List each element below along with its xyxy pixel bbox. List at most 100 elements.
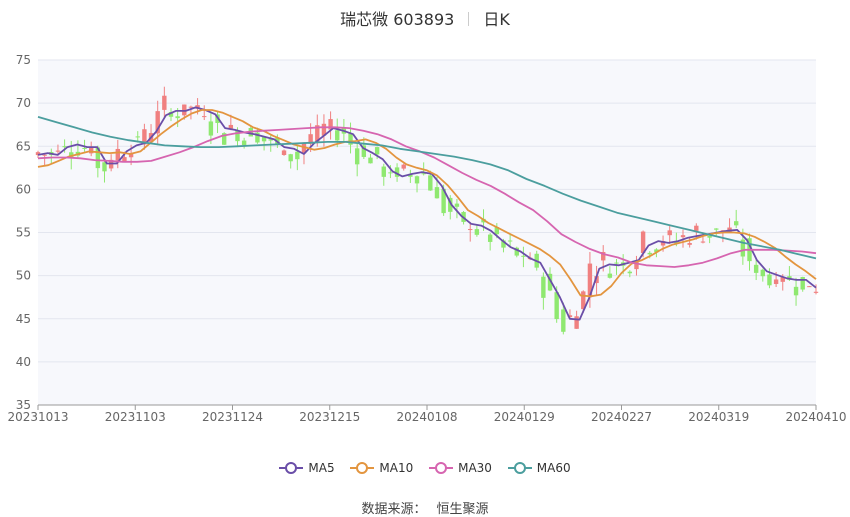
candle-body — [368, 157, 373, 164]
x-tick-label: 20231103 — [105, 410, 166, 424]
candle-body — [680, 235, 686, 238]
candle-body — [601, 251, 606, 261]
candle-body — [128, 152, 134, 158]
candle-body — [208, 121, 214, 136]
x-tick-label: 20240319 — [688, 410, 749, 424]
legend-item-ma10[interactable]: MA10 — [350, 461, 413, 475]
title-separator — [468, 12, 470, 26]
candle-body — [714, 228, 719, 230]
candle-body — [135, 136, 140, 138]
candle-body — [614, 262, 619, 264]
candle-body — [62, 146, 67, 148]
candle-body — [667, 230, 672, 236]
candle-body — [162, 95, 167, 110]
candle-body — [301, 143, 307, 154]
legend-item-ma30[interactable]: MA30 — [429, 461, 492, 475]
candle-body — [607, 273, 613, 278]
candle-body — [654, 249, 659, 253]
candle-body — [421, 173, 426, 175]
y-tick-label: 65 — [16, 139, 31, 153]
candle-body — [394, 167, 400, 177]
candle-body — [594, 276, 599, 284]
candle-body — [700, 241, 706, 243]
x-tick-label: 20240227 — [591, 410, 652, 424]
candle-body — [381, 166, 386, 177]
legend-marker-ma60 — [507, 462, 532, 474]
candle-body — [547, 273, 553, 291]
candle-body — [388, 172, 393, 174]
candle-body — [541, 276, 546, 298]
candle-body — [554, 292, 559, 320]
candle-body — [674, 242, 679, 244]
legend: MA5 MA10 MA30 MA60 — [0, 458, 850, 475]
candle-body — [507, 240, 513, 242]
source-label: 数据来源： — [361, 502, 427, 517]
candle-body — [155, 111, 160, 134]
chart-title: 瑞芯微 603893 日K — [0, 6, 850, 30]
candle-body — [441, 188, 446, 214]
candle-body — [581, 291, 586, 310]
candle-body — [261, 137, 267, 142]
data-source: 数据来源： 恒生聚源 — [0, 498, 850, 517]
candle-body — [122, 157, 127, 162]
candle-body — [587, 263, 593, 298]
candle-body — [627, 271, 633, 274]
source-value: 恒生聚源 — [436, 502, 489, 517]
candle-body — [647, 252, 652, 255]
candle-body — [567, 315, 573, 318]
candle-body — [494, 227, 500, 235]
candle-body — [235, 130, 240, 142]
ma-line-ma60 — [37, 116, 817, 260]
candle-body — [55, 150, 61, 152]
candle-body — [241, 140, 247, 145]
legend-item-ma5[interactable]: MA5 — [279, 461, 335, 475]
candle-body — [487, 234, 493, 242]
candle-body — [468, 229, 473, 231]
legend-marker-ma10 — [350, 462, 375, 474]
legend-marker-ma30 — [429, 462, 454, 474]
candle-body — [102, 162, 107, 172]
y-tick-label: 75 — [16, 53, 31, 67]
candle-body — [414, 176, 420, 184]
x-tick-label: 20231013 — [7, 410, 68, 424]
x-tick-label: 20240410 — [785, 410, 846, 424]
legend-marker-ma5 — [279, 462, 304, 474]
candle-body — [321, 123, 327, 136]
candle-body — [687, 243, 692, 245]
candle-body — [634, 261, 639, 270]
candle-body — [448, 197, 453, 212]
candle-body — [168, 111, 174, 117]
candle-body — [288, 154, 293, 162]
candle-body — [82, 147, 87, 149]
y-tick-label: 45 — [16, 312, 31, 326]
candle-body — [348, 133, 353, 145]
candle-body — [694, 225, 699, 231]
y-tick-label: 60 — [16, 182, 31, 196]
candle-body — [574, 316, 579, 329]
y-tick-label: 40 — [16, 355, 31, 369]
candle-body — [88, 147, 94, 154]
candle-body — [361, 145, 367, 157]
candle-body — [335, 130, 340, 141]
legend-label-ma30: MA30 — [458, 461, 492, 475]
candle-body — [281, 150, 287, 156]
candle-body — [221, 133, 227, 145]
candle-body — [561, 309, 566, 332]
legend-label-ma10: MA10 — [379, 461, 414, 475]
candle-body — [182, 104, 187, 116]
candle-body — [753, 264, 759, 273]
candle-body — [501, 240, 506, 248]
candle-body — [734, 221, 739, 226]
candle-body — [813, 291, 819, 293]
moving-average-lines — [37, 106, 817, 321]
candle-body — [780, 277, 785, 282]
ma-line-ma5 — [37, 106, 817, 321]
ma-line-ma30 — [37, 126, 817, 268]
candle-body — [767, 274, 772, 286]
candle-body — [175, 116, 180, 119]
legend-item-ma60[interactable]: MA60 — [507, 461, 571, 475]
candle-body — [95, 147, 101, 169]
candle-body — [35, 152, 41, 156]
x-tick-label: 20240129 — [494, 410, 555, 424]
candle-body — [315, 125, 320, 142]
